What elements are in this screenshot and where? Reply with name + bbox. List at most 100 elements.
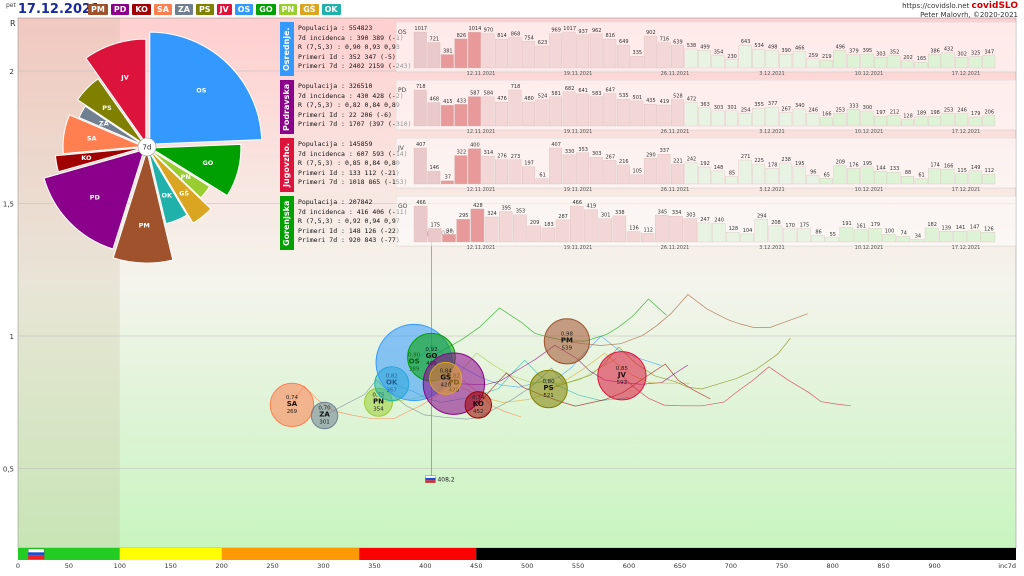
region-bar <box>671 99 684 127</box>
region-stat-line: R (7,5,3) : 0,82 0,84 0,89 <box>298 101 400 110</box>
badge-pn[interactable]: PN <box>278 4 298 15</box>
region-bar <box>640 233 655 243</box>
region-bar-value: 466 <box>795 46 805 52</box>
region-bar-value: 432 <box>944 47 954 53</box>
region-badges: PM PD KO SA ZA PS JV OS GO PN GŠ OK <box>88 4 341 15</box>
badge-sa[interactable]: SA <box>153 4 172 15</box>
y-tick-label: 0,5 <box>3 466 14 474</box>
region-bar <box>874 115 887 127</box>
badge-go[interactable]: GO <box>256 4 276 15</box>
region-bar <box>576 34 590 69</box>
region-bar <box>440 54 454 69</box>
region-stat-line: R (7,5,3) : 0,92 0,94 0,97 <box>298 217 400 226</box>
region-bar <box>725 176 738 185</box>
region-bar-value: 276 <box>497 154 507 160</box>
region-bar-value: 868 <box>511 31 521 37</box>
region-bar-value: 814 <box>497 33 507 39</box>
bubble-inc-value: 539 <box>562 345 573 351</box>
bubble-label: GŠ <box>440 372 451 381</box>
y-tick-label: 1,5 <box>3 201 14 209</box>
region-stat-line: 7d incidenca : 430 428 (-2) <box>298 91 404 100</box>
region-bar <box>643 35 657 69</box>
x-tick-label: 650 <box>674 562 686 570</box>
badge-ok[interactable]: OK <box>321 4 341 15</box>
region-bar <box>413 147 427 185</box>
region-bar <box>928 54 942 69</box>
badge-gš[interactable]: GŠ <box>300 4 319 15</box>
bubble-inc-value: 593 <box>617 380 628 386</box>
region-bar-value: 643 <box>741 39 751 45</box>
region-bar <box>806 113 820 127</box>
region-bar-value: 325 <box>971 50 981 56</box>
region-bar <box>914 178 928 185</box>
x-tick-label: 750 <box>776 562 788 570</box>
badge-pm[interactable]: PM <box>88 4 108 15</box>
region-bar <box>671 164 684 185</box>
region-stat-line: Primeri 7d : 2402 2159 (-243) <box>298 62 412 71</box>
region-bar-value: 195 <box>863 161 873 167</box>
region-bar-value: 254 <box>741 107 751 113</box>
region-date-label: 12.11.2021 <box>467 245 496 251</box>
region-bar-value: 290 <box>646 152 656 158</box>
region-bar-value: 144 <box>876 165 886 171</box>
region-bar <box>792 51 806 69</box>
region-bar-value: 189 <box>917 111 927 117</box>
region-date-label: 3.12.2021 <box>759 71 784 77</box>
region-bar-value: 301 <box>601 213 611 219</box>
pie-slice-label: PN <box>181 173 191 181</box>
badge-za[interactable]: ZA <box>174 4 193 15</box>
region-bar <box>853 229 868 243</box>
region-bar <box>806 58 820 69</box>
region-bar <box>684 48 698 69</box>
region-date-label: 19.11.2021 <box>564 71 593 77</box>
region-bar-value: 198 <box>930 110 940 116</box>
badge-pd[interactable]: PD <box>110 4 130 15</box>
region-bar <box>833 165 847 185</box>
region-stat-line: Primeri Id : 148 126 (-22) <box>298 226 400 235</box>
x-tick-label: 550 <box>572 562 584 570</box>
region-bar-value: 139 <box>942 225 952 231</box>
region-bar-value: 37 <box>445 175 451 181</box>
region-bar-value: 115 <box>957 168 967 174</box>
region-bar <box>481 33 495 69</box>
badge-ps[interactable]: PS <box>195 4 214 15</box>
region-bar <box>792 108 806 127</box>
region-bar-value: 583 <box>592 91 602 97</box>
region-bar <box>481 96 495 127</box>
region-bar-value: 126 <box>984 226 994 232</box>
region-stat-line: Primeri Id : 133 112 (-21) <box>298 168 400 177</box>
region-bar-value: 192 <box>700 161 710 167</box>
region-bar <box>495 159 508 185</box>
region-bar <box>549 96 563 127</box>
region-bar <box>765 168 779 185</box>
region-bar-value: 100 <box>885 228 895 234</box>
bubble-r-value: 0,85 <box>616 366 629 372</box>
region-bar <box>901 119 914 127</box>
badge-jv[interactable]: JV <box>216 4 232 15</box>
x-tick-label: 500 <box>521 562 533 570</box>
region-bar-value: 271 <box>741 154 751 160</box>
pie-center-label: 7d <box>143 144 152 152</box>
region-bar <box>941 52 955 69</box>
region-bar-value: 191 <box>842 221 852 227</box>
region-bar <box>440 180 454 185</box>
site-url[interactable]: https://covidslo.net <box>902 2 970 10</box>
badge-ko[interactable]: KO <box>132 4 151 15</box>
region-bar <box>549 147 563 185</box>
region-date-label: 26.11.2021 <box>661 71 690 77</box>
region-bar <box>428 228 442 243</box>
region-bar <box>914 116 928 127</box>
region-bar-value: 337 <box>660 148 670 154</box>
badge-os[interactable]: OS <box>234 4 254 15</box>
y-axis-label: R <box>10 19 16 28</box>
region-bar <box>955 57 969 69</box>
